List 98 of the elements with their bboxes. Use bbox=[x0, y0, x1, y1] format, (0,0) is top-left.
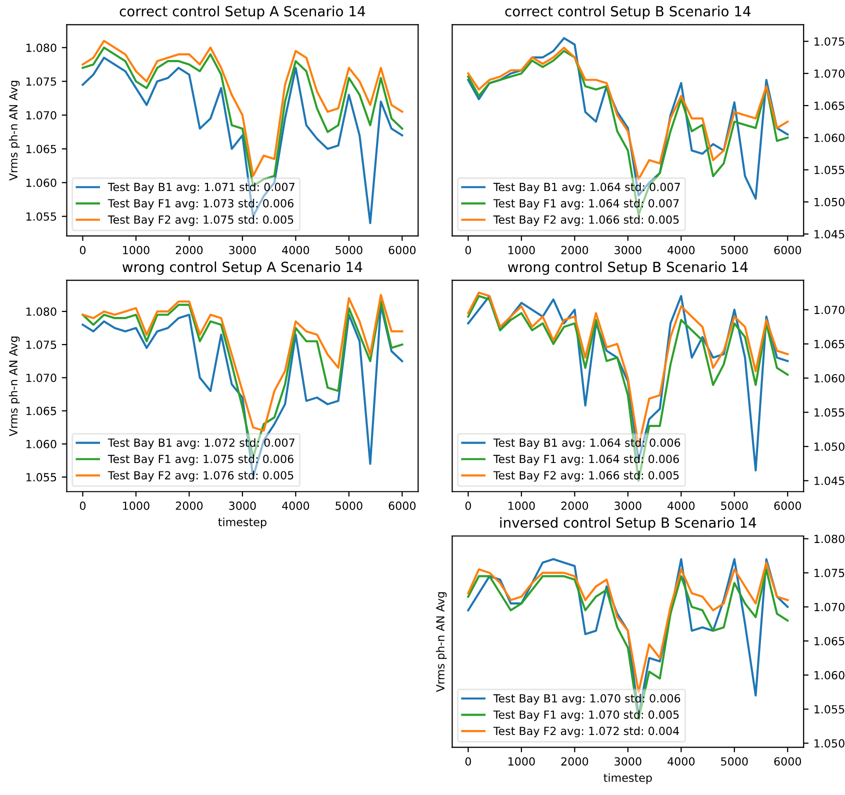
y2-tick-label: 1.050 bbox=[814, 739, 844, 748]
x-tick-label: 3000 bbox=[229, 246, 256, 254]
chart-title: inversed control Setup B Scenario 14 bbox=[500, 517, 756, 531]
x-tick-label: 6000 bbox=[388, 246, 416, 254]
x-tick-label: 1000 bbox=[123, 502, 150, 510]
y2-tick-label: 1.050 bbox=[814, 442, 844, 451]
y-tick-label: 1.070 bbox=[26, 111, 56, 120]
x-tick-label: 2000 bbox=[561, 246, 588, 254]
y2-tick-label: 1.055 bbox=[814, 166, 844, 174]
legend-label: Test Bay F1 avg: 1.070 std: 0.005 bbox=[493, 710, 679, 721]
y-tick-label: 1.065 bbox=[26, 144, 56, 154]
y2-tick-label: 1.060 bbox=[814, 134, 844, 142]
y2-tick-label: 1.075 bbox=[814, 568, 844, 578]
y2-tick-label: 1.045 bbox=[814, 230, 844, 238]
x-tick-label: 0 bbox=[80, 502, 86, 510]
chart-title: correct control Setup B Scenario 14 bbox=[505, 6, 751, 20]
y2-tick-label: 1.080 bbox=[814, 534, 844, 544]
y-tick-label: 1.070 bbox=[26, 374, 56, 382]
legend-label: Test Bay F2 avg: 1.075 std: 0.005 bbox=[108, 215, 294, 226]
y2-tick-label: 1.065 bbox=[814, 340, 844, 348]
x-tick-label: 6000 bbox=[774, 502, 802, 510]
x-tick-label: 6000 bbox=[774, 757, 802, 766]
y-axis-title: Vrms ph-n AN Avg bbox=[8, 80, 20, 181]
x-tick-label: 3000 bbox=[614, 757, 642, 766]
x-tick-label: 1000 bbox=[508, 502, 535, 510]
x-tick-label: 0 bbox=[465, 502, 471, 510]
y2-tick-label: 1.050 bbox=[814, 198, 844, 206]
x-tick-label: 5000 bbox=[336, 246, 362, 254]
legend-label: Test Bay F2 avg: 1.072 std: 0.004 bbox=[493, 726, 679, 738]
x-tick-label: 3000 bbox=[229, 502, 256, 510]
line-series bbox=[82, 56, 404, 224]
y-tick-label: 1.055 bbox=[26, 473, 56, 482]
x-tick-label: 5000 bbox=[721, 502, 748, 510]
legend-label: Test Bay B1 avg: 1.064 std: 0.007 bbox=[493, 182, 680, 194]
y-tick-label: 1.060 bbox=[26, 178, 56, 187]
y2-tick-label: 1.070 bbox=[814, 69, 844, 78]
x-tick-label: 6000 bbox=[774, 246, 802, 254]
x-tick-label: 5000 bbox=[336, 502, 362, 510]
x-tick-label: 3000 bbox=[614, 502, 642, 510]
chart-title: wrong control Setup A Scenario 14 bbox=[122, 261, 362, 275]
line-series bbox=[82, 294, 404, 432]
x-tick-label: 2000 bbox=[176, 502, 203, 510]
x-tick-label: 2000 bbox=[176, 246, 203, 254]
y-tick-label: 1.065 bbox=[26, 406, 56, 416]
x-tick-label: 2000 bbox=[561, 757, 588, 766]
chart-title: correct control Setup A Scenario 14 bbox=[120, 6, 366, 20]
x-axis-title: timestep bbox=[604, 773, 652, 784]
x-tick-label: 2000 bbox=[561, 502, 588, 510]
x-tick-label: 0 bbox=[80, 246, 86, 254]
y2-tick-label: 1.055 bbox=[814, 705, 844, 714]
y-tick-label: 1.060 bbox=[26, 440, 56, 448]
y-axis-title: Vrms ph-n AN Avg bbox=[8, 336, 20, 436]
x-tick-label: 4000 bbox=[282, 502, 310, 510]
legend-label: Test Bay F1 avg: 1.064 std: 0.007 bbox=[493, 198, 679, 210]
y-tick-label: 1.075 bbox=[26, 340, 56, 349]
x-tick-label: 3000 bbox=[614, 246, 642, 254]
y2-tick-label: 1.060 bbox=[814, 374, 844, 382]
y2-tick-label: 1.075 bbox=[814, 37, 844, 46]
legend-label: Test Bay B1 avg: 1.071 std: 0.007 bbox=[108, 182, 294, 194]
y2-tick-label: 1.065 bbox=[814, 102, 844, 110]
x-tick-label: 4000 bbox=[668, 757, 695, 766]
x-tick-label: 1000 bbox=[508, 246, 535, 254]
legend-label: Test Bay F2 avg: 1.066 std: 0.005 bbox=[493, 215, 679, 226]
y2-tick-label: 1.055 bbox=[814, 408, 844, 417]
x-tick-label: 1000 bbox=[123, 246, 150, 254]
legend-label: Test Bay F1 avg: 1.073 std: 0.006 bbox=[108, 198, 294, 210]
x-tick-label: 0 bbox=[465, 757, 471, 766]
y-tick-label: 1.080 bbox=[26, 307, 56, 316]
y-tick-label: 1.055 bbox=[26, 212, 56, 221]
y-tick-label: 1.075 bbox=[26, 77, 56, 86]
y-axis-title: Vrms ph-n AN Avg bbox=[436, 592, 447, 692]
legend-label: Test Bay B1 avg: 1.072 std: 0.007 bbox=[108, 438, 294, 450]
x-tick-label: 1000 bbox=[508, 757, 535, 766]
legend-label: Test Bay F2 avg: 1.076 std: 0.005 bbox=[108, 470, 294, 482]
x-tick-label: 4000 bbox=[282, 246, 310, 254]
y2-tick-label: 1.070 bbox=[814, 602, 844, 612]
line-series bbox=[467, 50, 789, 216]
legend-label: Test Bay B1 avg: 1.070 std: 0.006 bbox=[493, 694, 680, 705]
legend-label: Test Bay B1 avg: 1.064 std: 0.006 bbox=[493, 438, 680, 450]
y2-tick-label: 1.060 bbox=[814, 671, 844, 680]
y-tick-label: 1.080 bbox=[26, 44, 56, 52]
x-tick-label: 4000 bbox=[668, 246, 695, 254]
line-series bbox=[467, 37, 789, 200]
legend-label: Test Bay F1 avg: 1.064 std: 0.006 bbox=[493, 454, 679, 466]
line-series bbox=[467, 562, 789, 694]
line-series bbox=[467, 46, 789, 180]
y2-tick-label: 1.065 bbox=[814, 636, 844, 646]
x-tick-label: 5000 bbox=[721, 757, 748, 766]
chart-title: wrong control Setup B Scenario 14 bbox=[508, 261, 748, 275]
x-tick-label: 5000 bbox=[721, 246, 748, 254]
legend-label: Test Bay F2 avg: 1.066 std: 0.005 bbox=[493, 470, 679, 482]
x-tick-label: 6000 bbox=[388, 502, 416, 510]
x-tick-label: 0 bbox=[465, 246, 471, 254]
x-axis-title: timestep bbox=[218, 518, 266, 528]
y2-tick-label: 1.045 bbox=[814, 476, 844, 486]
y2-tick-label: 1.070 bbox=[814, 306, 844, 314]
legend-label: Test Bay F1 avg: 1.075 std: 0.006 bbox=[108, 454, 294, 466]
x-tick-label: 4000 bbox=[668, 502, 695, 510]
